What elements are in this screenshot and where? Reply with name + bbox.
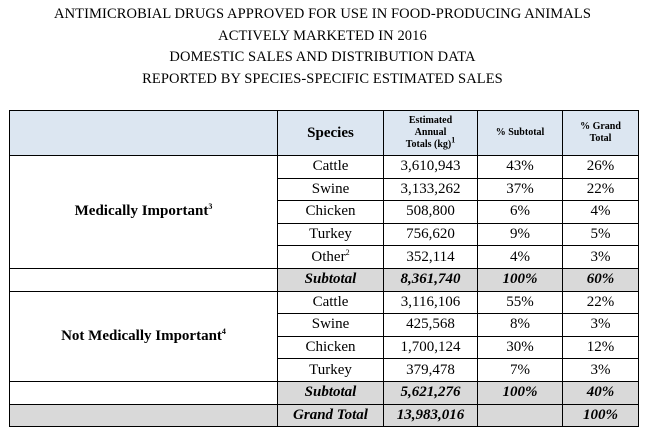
subtotal-pct-grand: 40% [562,380,639,405]
group-label-text: Not Medically Important [61,327,222,344]
subtotal-label: Subtotal [277,267,384,292]
header-pct-grand-line-1: % Grand [580,121,621,132]
subtotal-row: Subtotal 5,621,276 100% 40% [9,380,639,405]
header-pct-subtotal: % Subtotal [477,110,563,156]
grand-total-blank-cell [9,403,278,428]
group-label-text: Medically Important [74,203,209,220]
subtotal-label: Subtotal [277,380,384,405]
footnote-1-marker: 1 [451,135,456,145]
species-text: Other [311,248,346,265]
pct-grand-cell: 22% [562,290,639,315]
grand-total-label: Grand Total [277,403,384,428]
header-pct-grand-line-2: Total [589,133,612,144]
species-cell: Other2 [277,245,384,269]
total-cell: 352,114 [383,245,478,269]
species-cell: Cattle [277,155,384,179]
grand-total-total: 13,983,016 [383,403,478,428]
grand-total-row: Grand Total 13,983,016 100% [9,403,639,428]
pct-grand-cell: 3% [562,313,639,337]
subtotal-pct-subtotal: 100% [477,267,563,292]
subtotal-total: 8,361,740 [383,267,478,292]
table-row: Not Medically Important4 Cattle 3,116,10… [9,290,639,382]
sales-table: Species Estimated Annual Totals (kg)1 % … [9,110,639,428]
title-line-2: ACTIVELY MARKETED IN 2016 [218,27,427,44]
header-totals-line-3: Totals (kg)1 [384,135,477,151]
subtotal-blank-cell [9,380,278,405]
title-line-1: ANTIMICROBIAL DRUGS APPROVED FOR USE IN … [54,6,591,22]
total-cell: 3,133,262 [383,177,478,202]
total-cell: 508,800 [383,200,478,224]
header-estimated-totals: Estimated Annual Totals (kg)1 [383,110,478,156]
pct-grand-cell: 3% [562,245,639,269]
pct-grand-cell: 5% [562,222,639,247]
total-cell: 3,116,106 [383,290,478,315]
total-cell: 425,568 [383,313,478,337]
subtotal-total: 5,621,276 [383,380,478,405]
pct-subtotal-cell: 37% [477,177,563,202]
total-cell: 756,620 [383,222,478,247]
subtotal-pct-subtotal: 100% [477,380,563,405]
table-row: Chicken 1,700,124 30% 12% [10,335,639,360]
species-cell: Swine [277,313,384,337]
species-cell: Chicken [277,335,384,360]
grand-total-pct-grand: 100% [562,403,639,428]
subtotal-blank-cell [9,267,278,292]
pct-grand-cell: 22% [562,177,639,202]
grand-total-pct-subtotal [477,403,563,428]
pct-subtotal-cell: 7% [477,358,563,382]
title-line-4: REPORTED BY SPECIES-SPECIFIC ESTIMATED S… [142,70,503,87]
table-header-row: Species Estimated Annual Totals (kg)1 % … [9,110,639,156]
footnote-4-marker: 4 [221,326,226,336]
document-title: ANTIMICROBIAL DRUGS APPROVED FOR USE IN … [0,4,645,90]
pct-subtotal-cell: 8% [477,313,563,337]
footnote-2-marker: 2 [345,247,350,257]
pct-subtotal-cell: 30% [477,335,563,360]
species-cell: Swine [277,177,384,202]
total-cell: 379,478 [383,358,478,382]
title-line-3: DOMESTIC SALES AND DISTRIBUTION DATA [169,49,476,65]
pct-subtotal-cell: 6% [477,200,563,224]
pct-subtotal-cell: 9% [477,222,563,247]
pct-grand-cell: 26% [562,155,639,179]
subtotal-row: Subtotal 8,361,740 100% 60% [9,267,639,292]
pct-grand-cell: 12% [562,335,639,360]
total-cell: 3,610,943 [383,155,478,179]
table-row: Swine 425,568 8% 3% [10,313,639,337]
group-label-medically-important: Medically Important3 [9,155,278,269]
table-row: Medically Important3 Cattle 3,610,943 43… [9,155,639,269]
species-cell: Turkey [277,358,384,382]
header-blank-cell [9,110,278,156]
group-label-not-medically-important: Not Medically Important4 [9,290,278,382]
species-cell: Cattle [277,290,384,315]
header-species: Species [277,110,384,156]
subtotal-pct-grand: 60% [562,267,639,292]
pct-subtotal-cell: 43% [477,155,563,179]
table-row: Swine 3,133,262 37% 22% [10,177,639,202]
table-row: Other2 352,114 4% 3% [10,245,639,269]
species-cell: Turkey [277,222,384,247]
pct-subtotal-cell: 4% [477,245,563,269]
header-totals-line-1: Estimated [408,115,453,126]
table-row: Turkey 756,620 9% 5% [10,222,639,247]
total-cell: 1,700,124 [383,335,478,360]
header-totals-text: Totals (kg) [405,139,452,150]
species-cell: Chicken [277,200,384,224]
pct-grand-cell: 3% [562,358,639,382]
header-pct-grand-total: % Grand Total [562,110,639,156]
pct-subtotal-cell: 55% [477,290,563,315]
header-totals-line-2: Annual [414,127,447,138]
footnote-3-marker: 3 [208,202,213,212]
pct-grand-cell: 4% [562,200,639,224]
